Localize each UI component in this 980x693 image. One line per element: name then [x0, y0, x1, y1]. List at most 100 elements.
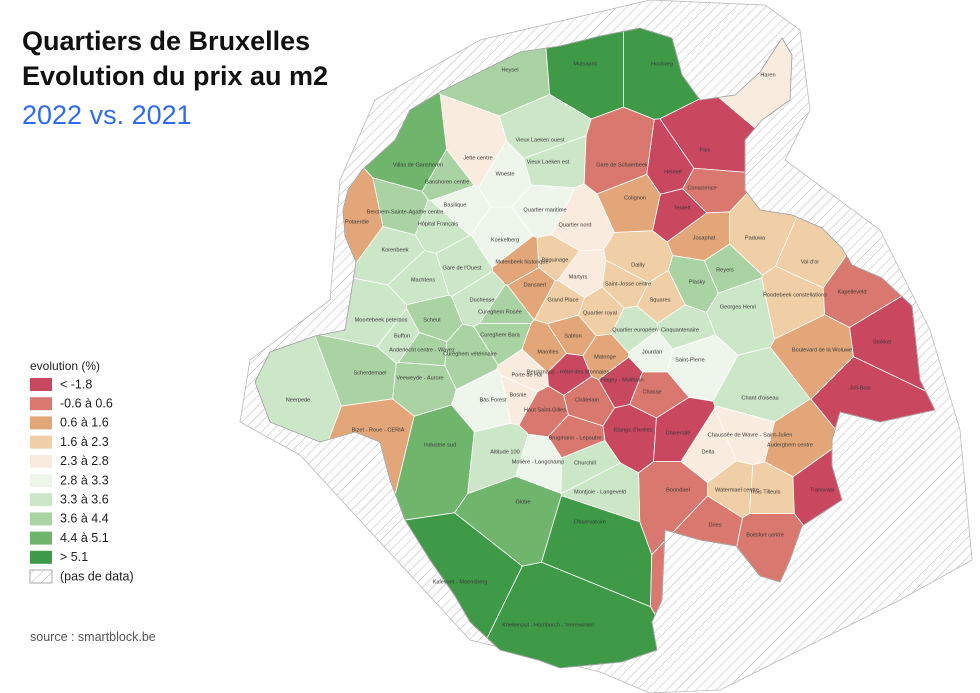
- neighborhood-label: Scheut: [423, 317, 441, 323]
- neighborhood-label: Watermael centre: [715, 487, 759, 493]
- legend-swatch: [30, 454, 52, 468]
- legend-swatch: [30, 512, 52, 526]
- neighborhood-label: Globe: [516, 499, 531, 505]
- neighborhood-label: Saint-Pierre: [675, 357, 705, 363]
- neighborhood-area: [680, 407, 737, 483]
- neighborhood-label: Etangs d'Ixelles: [613, 427, 652, 433]
- neighborhood-label: Vieux Laeken est: [527, 159, 570, 165]
- neighborhood-label: Kriekenput - Homborch - Verrewinkel: [502, 622, 593, 628]
- neighborhood-label: Cureghem Rosée: [478, 309, 522, 315]
- neighborhood-label: Josaphat: [693, 235, 716, 241]
- neighborhood-label: Haren: [760, 72, 775, 78]
- neighborhood-label: Delta: [701, 449, 715, 455]
- neighborhood-label: Chant d'oiseau: [741, 395, 778, 401]
- neighborhood-label: Saint-Josse centre: [605, 281, 651, 287]
- neighborhood-label: Sablon: [564, 333, 581, 339]
- neighborhood-label: Auderghem centre: [767, 442, 813, 448]
- legend-label: > 5.1: [60, 550, 88, 564]
- legend-swatch: [30, 435, 52, 449]
- neighborhood-label: Quartier maritime: [523, 207, 566, 213]
- legend-swatch: [30, 397, 52, 411]
- neighborhood-area: [769, 314, 854, 400]
- legend-label: (pas de data): [60, 569, 134, 583]
- neighborhood-label: Veeweyde - Aurore: [396, 375, 443, 381]
- legend-label: 3.3 à 3.6: [60, 492, 109, 506]
- neighborhood-label: Université: [666, 430, 691, 436]
- neighborhood-label: Churchill: [574, 460, 596, 466]
- neighborhood-label: Quartier nord: [559, 222, 592, 228]
- legend-label: < -1.8: [60, 377, 92, 391]
- legend-label: 2.8 à 3.3: [60, 473, 109, 487]
- neighborhood-label: Transvaal: [810, 487, 834, 493]
- neighborhood-label: Quartier royal: [583, 310, 617, 316]
- neighborhood-label: Jette centre: [463, 155, 492, 161]
- neighborhood-label: Bizet - Roue - CERIA: [352, 427, 405, 433]
- neighborhood-label: Heysel: [501, 67, 518, 73]
- neighborhood-label: Kapelleveld: [838, 289, 867, 295]
- neighborhood-label: Helmet: [664, 169, 682, 175]
- neighborhood-label: Cureghem Bara: [480, 332, 520, 338]
- neighborhood-label: Gare de Schaerbeek: [596, 162, 648, 168]
- neighborhood-label: Molenbeek historique: [495, 259, 548, 265]
- neighborhood-label: Marolles: [537, 349, 558, 355]
- neighborhood-label: Berckmans - Hôtel des Monnaies: [527, 369, 610, 375]
- neighborhood-label: Boitsfort centre: [746, 532, 784, 538]
- neighborhood-label: Terdelt: [674, 205, 691, 211]
- neighborhood-label: Trois Tilleuls: [750, 489, 781, 495]
- title-line: Evolution du prix au m2: [22, 61, 328, 91]
- neighborhood-label: Berchem-Sainte-Agathe centre: [367, 209, 444, 215]
- neighborhood-label: Observatoire: [574, 519, 606, 525]
- legend-label: 4.4 à 5.1: [60, 531, 109, 545]
- neighborhood-label: Joli-Bois: [849, 385, 870, 391]
- neighborhood-label: Boondael: [666, 487, 690, 493]
- neighborhood-label: Colignon: [624, 195, 646, 201]
- neighborhood-label: Plasky: [689, 279, 706, 285]
- neighborhood-label: Anderlecht centre - Wayez: [389, 347, 455, 353]
- neighborhood-label: Cureghem vétérinaire: [443, 351, 497, 357]
- neighborhood-label: Gare de l'Ouest: [442, 265, 481, 271]
- neighborhood-label: Kalevoet - Moensberg: [433, 579, 488, 585]
- legend-swatch: [30, 493, 52, 507]
- neighborhood-label: Ganshoren centre: [425, 179, 470, 185]
- neighborhood-label: Boulevard de la Woluwe: [792, 347, 852, 353]
- neighborhood-label: Montjoie - Langeveld: [574, 489, 626, 495]
- neighborhood-label: Matonge: [594, 354, 616, 360]
- neighborhoods: [254, 27, 936, 669]
- legend-swatch: [30, 550, 52, 564]
- neighborhood-label: Porte de Hal: [511, 372, 542, 378]
- neighborhood-label: Martyrs: [569, 274, 588, 280]
- neighborhood-label: Bosnie: [509, 392, 526, 398]
- neighborhood-label: Reyers: [716, 267, 734, 273]
- neighborhood-area: [629, 371, 690, 419]
- neighborhood-label: Georges Henri: [720, 304, 756, 310]
- neighborhood-label: Dailly: [631, 262, 645, 268]
- neighborhood-label: Brugmann - Lepoutre: [549, 435, 602, 441]
- neighborhood-label: Bas Forest: [479, 397, 506, 403]
- region-outline: [254, 27, 936, 669]
- legend-title: evolution (%): [30, 359, 100, 373]
- neighborhood-label: Chasse: [643, 389, 662, 395]
- legend-swatch: [29, 569, 53, 584]
- neighborhood-label: Conscience: [687, 185, 716, 191]
- neighborhood-label: Hôpital Français: [418, 221, 459, 227]
- legend-label: 2.3 à 2.8: [60, 454, 109, 468]
- legend: < -1.8 -0.6 à 0.6 0.6 à 1.6 1.6 à 2.3 2.3 à …: [29, 377, 134, 584]
- legend-label: -0.6 à 0.6: [60, 396, 113, 410]
- neighborhood-label: Jourdan: [642, 349, 662, 355]
- neighborhood-label: Korenbeek: [381, 247, 408, 253]
- legend-label: 3.6 à 4.4: [60, 512, 109, 526]
- neighborhood-label: Woeste: [496, 171, 515, 177]
- neighborhood-label: Moortebeek peterbos: [355, 317, 408, 323]
- neighborhood-label: Buffon: [394, 333, 410, 339]
- neighborhood-label: Koekelberg: [491, 237, 519, 243]
- neighborhood-label: Haut Saint-Gilles: [524, 407, 566, 413]
- neighborhood-label: Val d'or: [801, 259, 820, 265]
- neighborhood-label: Squares: [650, 297, 671, 303]
- neighborhood-label: Roodebeek constellations: [763, 292, 827, 298]
- neighborhood-label: Flagey - Malibran: [600, 377, 643, 383]
- legend-swatch: [30, 474, 52, 487]
- title-line: Quartiers de Bruxelles: [22, 26, 310, 56]
